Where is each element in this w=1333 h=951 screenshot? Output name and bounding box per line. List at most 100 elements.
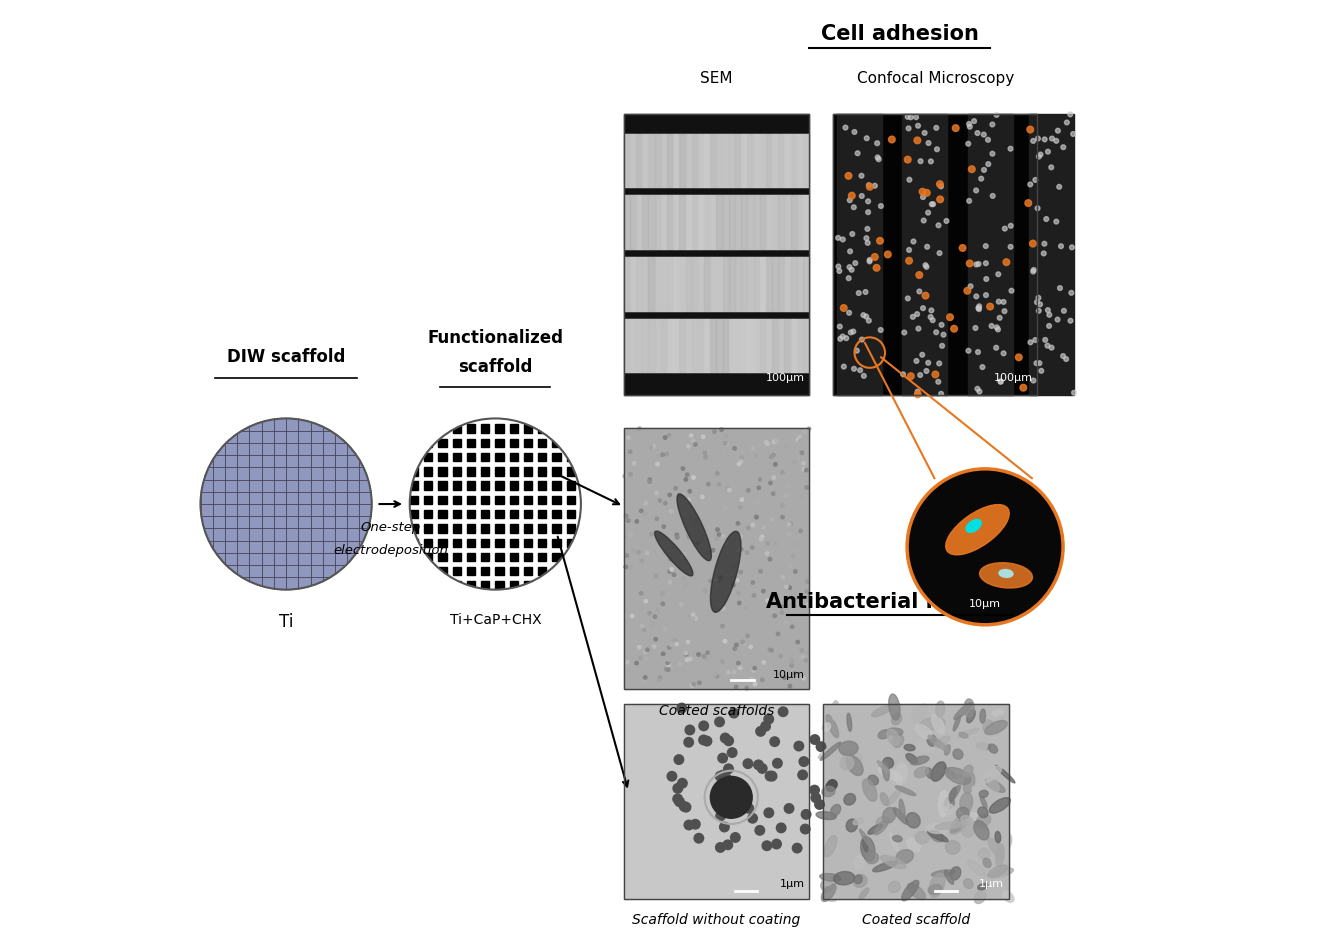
Bar	[496, 553, 504, 561]
Circle shape	[1041, 251, 1046, 256]
Bar	[661, 319, 666, 372]
Ellipse shape	[989, 798, 1010, 813]
Bar	[567, 467, 575, 476]
Ellipse shape	[892, 713, 901, 725]
Bar	[452, 453, 461, 461]
Bar	[509, 538, 517, 547]
Circle shape	[684, 738, 693, 747]
Circle shape	[921, 195, 925, 200]
Bar	[734, 319, 741, 372]
Circle shape	[729, 708, 738, 718]
Circle shape	[929, 308, 933, 313]
Circle shape	[661, 591, 664, 594]
Circle shape	[996, 327, 1000, 332]
Circle shape	[681, 803, 690, 812]
Circle shape	[661, 453, 664, 456]
Bar	[509, 495, 517, 504]
Circle shape	[904, 156, 910, 163]
Bar	[439, 510, 447, 518]
Bar	[766, 196, 772, 249]
Bar	[734, 257, 741, 310]
Bar	[729, 134, 734, 187]
Circle shape	[1002, 309, 1006, 314]
Ellipse shape	[710, 532, 741, 612]
Bar	[552, 553, 561, 561]
Bar	[496, 538, 504, 547]
Bar	[624, 428, 809, 689]
Circle shape	[810, 735, 820, 745]
Circle shape	[765, 442, 769, 445]
Circle shape	[841, 304, 846, 311]
Ellipse shape	[826, 715, 838, 738]
Circle shape	[856, 151, 860, 156]
Ellipse shape	[854, 875, 862, 883]
Circle shape	[1044, 217, 1049, 222]
Circle shape	[937, 196, 944, 203]
Ellipse shape	[900, 799, 905, 821]
Bar	[673, 257, 680, 310]
Bar	[496, 467, 504, 476]
Circle shape	[877, 238, 884, 244]
Bar	[539, 553, 547, 561]
Bar	[778, 257, 784, 310]
Circle shape	[848, 198, 852, 203]
Ellipse shape	[876, 816, 889, 827]
Circle shape	[200, 418, 372, 590]
Bar	[624, 257, 809, 310]
Ellipse shape	[996, 831, 1001, 843]
Circle shape	[924, 369, 929, 374]
Circle shape	[854, 348, 860, 353]
Bar	[452, 481, 461, 490]
Ellipse shape	[969, 813, 978, 822]
Bar	[481, 567, 489, 575]
Circle shape	[994, 345, 998, 350]
Ellipse shape	[860, 888, 869, 900]
Circle shape	[784, 444, 788, 447]
Circle shape	[666, 661, 669, 665]
Bar	[722, 319, 729, 372]
Bar	[424, 567, 432, 575]
Circle shape	[632, 461, 636, 465]
Circle shape	[720, 823, 729, 832]
Bar	[467, 567, 475, 575]
Circle shape	[929, 202, 934, 206]
Ellipse shape	[968, 861, 985, 876]
Ellipse shape	[881, 855, 906, 868]
Circle shape	[697, 681, 701, 685]
Text: 100μm: 100μm	[765, 373, 804, 383]
Circle shape	[928, 315, 933, 320]
Circle shape	[1036, 296, 1041, 301]
Circle shape	[914, 391, 921, 398]
Bar	[624, 428, 809, 689]
Circle shape	[848, 264, 852, 269]
Ellipse shape	[957, 728, 980, 738]
Ellipse shape	[833, 871, 854, 885]
Circle shape	[916, 389, 920, 394]
Ellipse shape	[821, 881, 833, 892]
Circle shape	[1001, 351, 1006, 356]
Circle shape	[849, 267, 854, 272]
Ellipse shape	[925, 767, 933, 779]
Circle shape	[764, 808, 773, 818]
Bar	[692, 196, 698, 249]
Circle shape	[1037, 154, 1041, 159]
Circle shape	[702, 654, 705, 658]
Bar	[685, 196, 692, 249]
Circle shape	[652, 645, 656, 649]
Circle shape	[1057, 184, 1061, 189]
Ellipse shape	[901, 881, 918, 901]
Bar	[524, 424, 532, 433]
Circle shape	[922, 292, 929, 299]
Circle shape	[678, 493, 681, 495]
Circle shape	[914, 312, 920, 317]
Circle shape	[1034, 300, 1040, 304]
Circle shape	[643, 513, 647, 515]
Bar	[710, 196, 716, 249]
Circle shape	[974, 262, 978, 267]
Circle shape	[635, 661, 639, 665]
Text: 1μm: 1μm	[980, 879, 1004, 889]
Circle shape	[852, 129, 857, 134]
Ellipse shape	[930, 762, 946, 781]
Bar	[509, 524, 517, 533]
Circle shape	[648, 480, 652, 483]
